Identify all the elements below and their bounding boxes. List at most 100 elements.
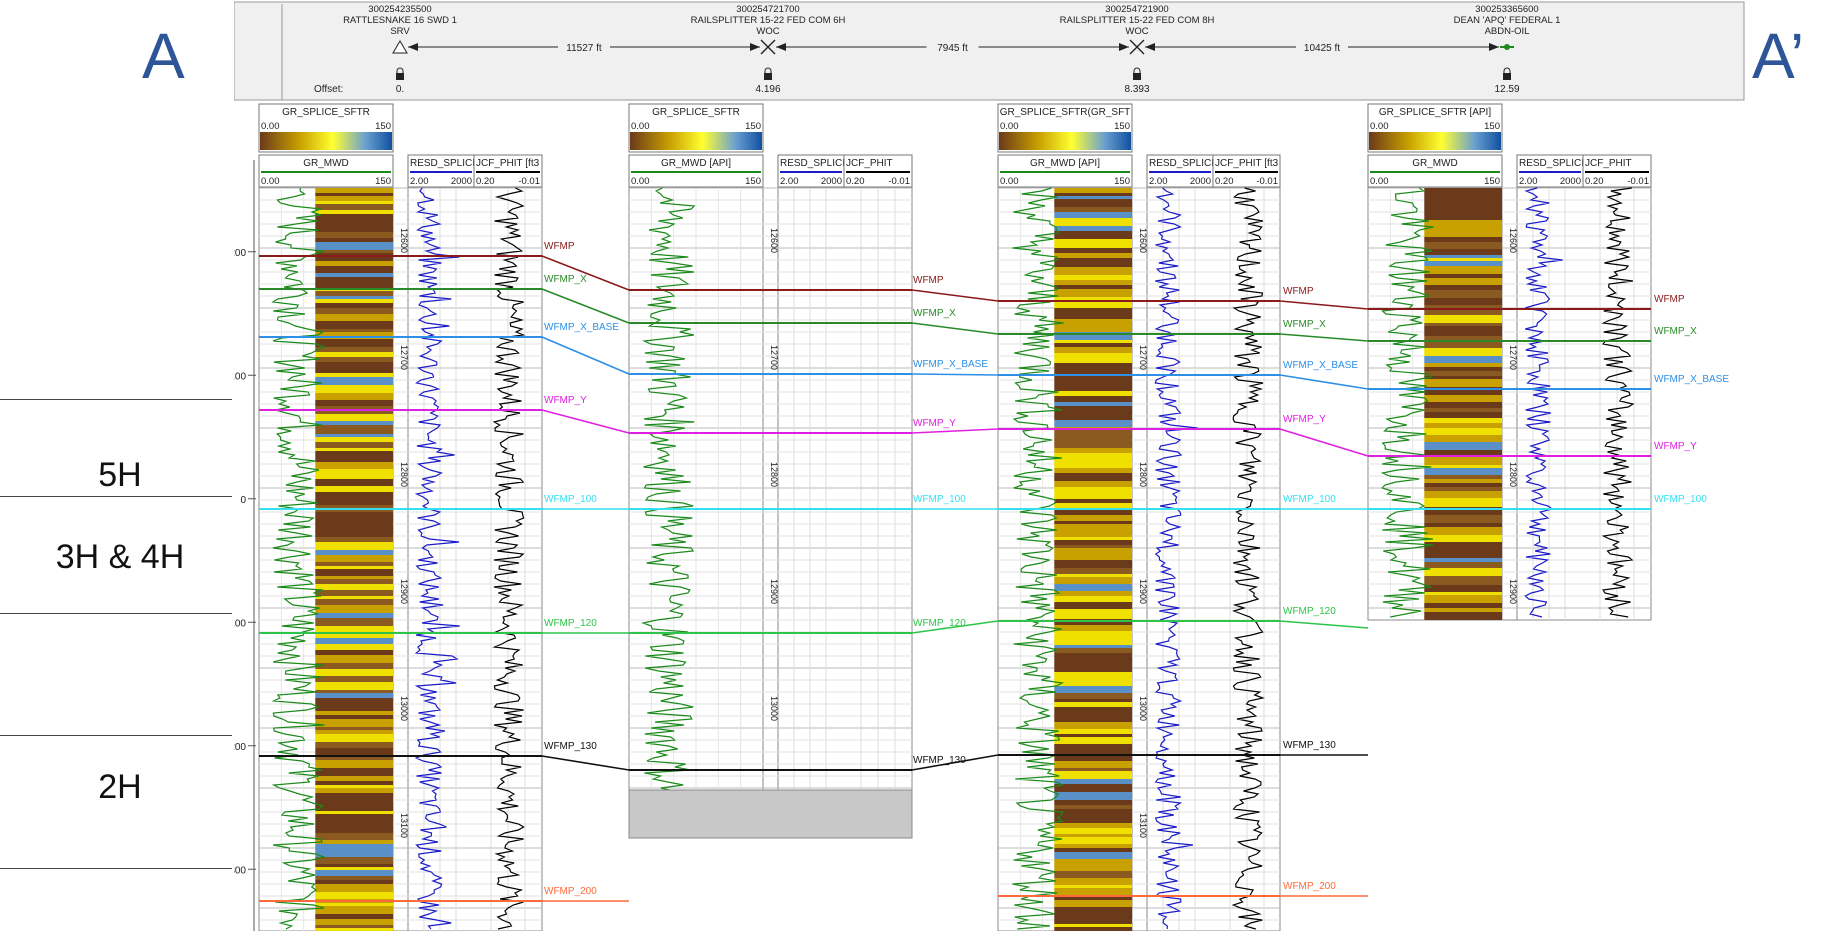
gr-lithology-band: [315, 516, 393, 523]
gr-lithology-band: [1054, 784, 1132, 792]
gr-lithology-band: [1424, 274, 1502, 278]
horizon-label: WFMP_130: [1283, 740, 1336, 751]
gr-lithology-band: [1424, 435, 1502, 442]
gr-lithology-band: [1054, 347, 1132, 353]
gr-lithology-band: [1054, 820, 1132, 823]
gr-lithology-band: [315, 250, 393, 253]
well-name: DEAN 'APQ' FEDERAL 1: [1454, 15, 1561, 26]
gr-lithology-band: [315, 428, 393, 434]
ref-axis-tick-label: -100: [234, 371, 246, 382]
gr-lithology-band: [1054, 577, 1132, 584]
gr-lithology-band: [315, 448, 393, 451]
gr-lithology-band: [315, 618, 393, 626]
gr-lithology-band: [315, 437, 393, 442]
gr-lithology-band: [1054, 280, 1132, 285]
gr-lithology-band: [1424, 220, 1502, 226]
gr-lithology-band: [1054, 823, 1132, 828]
horizon-label: WFMP_200: [544, 886, 597, 897]
resd-scale-min: 2.00: [780, 176, 799, 187]
gr-lithology-band: [1424, 340, 1502, 348]
gr-lithology-band: [315, 569, 393, 572]
gr-lithology-band: [315, 406, 393, 410]
lock-icon: [396, 73, 404, 80]
gr-lithology-band: [1424, 326, 1502, 331]
gr-lithology-band: [315, 261, 393, 266]
gr-lithology-band: [1054, 420, 1132, 427]
md-depth-label: 12600: [1138, 228, 1148, 253]
gr-lithology-band: [315, 512, 393, 516]
gr-lithology-band: [315, 755, 393, 760]
gr-lithology-band: [315, 410, 393, 414]
horizon-correlation: [541, 409, 630, 434]
gr-lithology-band: [1054, 343, 1132, 347]
gr-lithology-band: [1054, 907, 1132, 911]
gr-lithology-band: [1054, 805, 1132, 809]
section-end-letter: A’: [1752, 20, 1805, 92]
gr-lithology-band: [1424, 204, 1502, 212]
gr-lithology-band: [315, 523, 393, 526]
lock-icon-shackle: [1133, 67, 1141, 74]
horizon-correlation: [541, 288, 630, 324]
ref-axis-tick-label: 300: [234, 865, 246, 876]
gr-lithology-band: [315, 852, 393, 857]
gr-lithology-band: [1054, 844, 1132, 848]
gr-lithology-band: [1424, 483, 1502, 487]
gr-lithology-band: [315, 638, 393, 644]
gr-lithology-band: [1424, 226, 1502, 229]
gr-lithology-band: [1054, 924, 1132, 927]
gr-lithology-band: [315, 385, 393, 393]
gr-lithology-band: [315, 828, 393, 833]
gr-lithology-band: [1424, 371, 1502, 376]
gr-lithology-band: [315, 475, 393, 479]
arrowhead-right: [750, 43, 760, 51]
mwd-scale-min: 0.00: [1000, 176, 1019, 187]
gr-lithology-band: [1424, 261, 1502, 266]
zone-divider: [0, 868, 232, 869]
gr-lithology-band: [315, 576, 393, 579]
gr-lithology-band: [1054, 212, 1132, 218]
gr-lithology-band: [315, 814, 393, 822]
gr-lithology-band: [1424, 468, 1502, 475]
gr-lithology-band: [1054, 744, 1132, 747]
md-depth-label: 12900: [1138, 579, 1148, 604]
gr-lithology-band: [1054, 715, 1132, 719]
gr-lithology-band: [1054, 545, 1132, 548]
gr-lithology-band: [1054, 552, 1132, 560]
gr-lithology-band: [1054, 719, 1132, 722]
gr-lithology-band: [1054, 616, 1132, 619]
gr-lithology-band: [315, 347, 393, 352]
gr-lithology-band: [1054, 402, 1132, 406]
gr-lithology-band: [1054, 634, 1132, 637]
gr-lithology-band: [1424, 535, 1502, 542]
resd-scale-min: 2.00: [1519, 176, 1538, 187]
gr-lithology-band: [1054, 859, 1132, 867]
gr-lithology-band: [1054, 388, 1132, 391]
gr-lithology-band: [315, 550, 393, 555]
horizon-correlation: [1279, 333, 1369, 342]
gr-lithology-band: [1054, 396, 1132, 402]
gr-lithology-band: [1424, 612, 1502, 620]
md-depth-label: 12800: [1508, 462, 1518, 487]
gr-lithology-band: [1054, 199, 1132, 203]
gr-lithology-band: [1054, 867, 1132, 871]
gr-lithology-band: [1054, 747, 1132, 753]
gr-lithology-band: [315, 742, 393, 748]
gr-lithology-band: [1424, 255, 1502, 258]
gr-lithology-band: [1054, 878, 1132, 885]
gr-lithology-band: [315, 277, 393, 282]
gr-lithology-band: [315, 631, 393, 638]
zone-label-3h-4h: 3H & 4H: [55, 538, 185, 576]
gr-lithology-band: [1424, 315, 1502, 323]
gr-lithology-band: [1054, 481, 1132, 487]
gr-lithology-band: [1054, 226, 1132, 231]
gr-lithology-band: [1424, 298, 1502, 305]
gr-lithology-band: [1054, 591, 1132, 596]
gr-scale-min: 0.00: [1370, 121, 1389, 132]
gr-scale-min: 0.00: [1000, 121, 1019, 132]
mwd-scale-max: 150: [375, 176, 391, 187]
horizon-label: WFMP_X_BASE: [913, 359, 988, 370]
gr-lithology-band: [315, 562, 393, 566]
gr-lithology-band: [1054, 568, 1132, 574]
gr-lithology-band: [315, 596, 393, 599]
phit-curve: [1231, 187, 1265, 930]
